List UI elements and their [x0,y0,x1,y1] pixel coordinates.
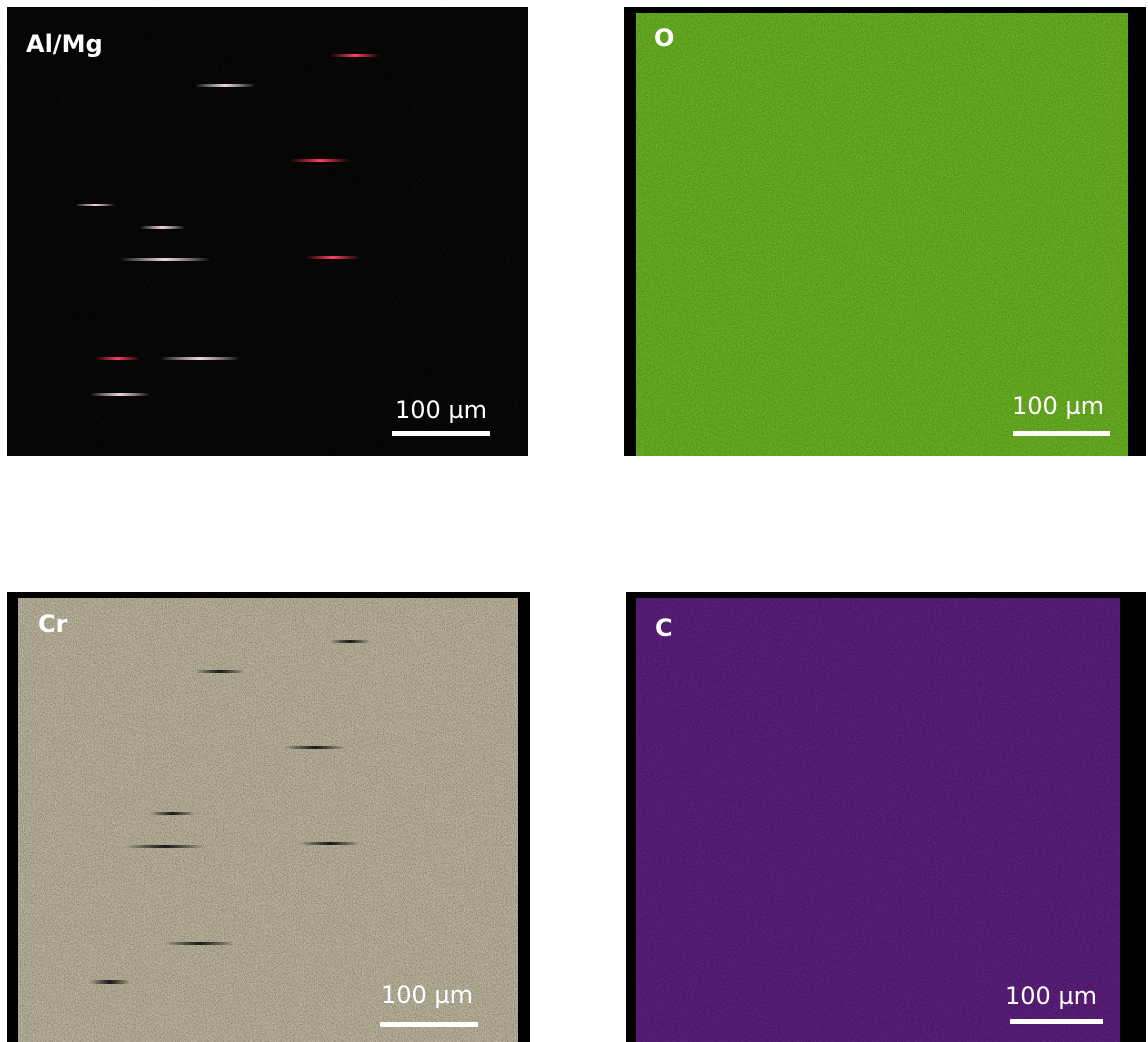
element-label: Cr [38,610,68,638]
panel-o: O 100 µm [624,7,1146,456]
element-label: O [654,24,674,52]
element-label: C [655,614,673,642]
scale-bar-label: 100 µm [1005,982,1097,1010]
scale-bar [1013,431,1110,436]
map-tint [636,598,1120,1042]
scale-bar-label: 100 µm [1012,392,1104,420]
element-label: Al/Mg [26,30,103,58]
scale-bar [1010,1019,1103,1024]
scale-bar [392,431,490,436]
scale-bar-label: 100 µm [395,396,487,424]
scale-bar-label: 100 µm [381,981,473,1009]
scale-bar [380,1022,478,1027]
map-noise [18,598,518,1042]
panel-al-mg: Al/Mg 100 µm [7,7,528,456]
map-tint [636,13,1128,456]
map-noise [7,7,528,456]
panel-cr: Cr 100 µm [7,592,530,1042]
panel-c: C 100 µm [626,592,1146,1042]
eds-maps: Al/Mg 100 µm O 100 µm Cr 100 µm [0,0,1148,1042]
